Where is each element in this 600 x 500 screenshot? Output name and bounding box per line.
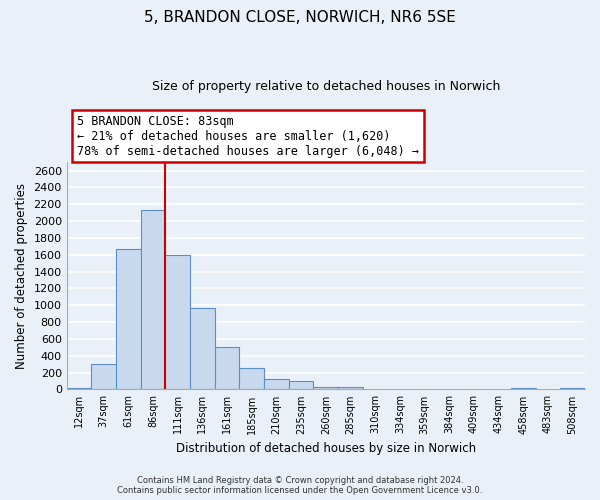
Bar	[560, 388, 585, 390]
Bar	[264, 380, 289, 390]
Bar	[116, 249, 141, 390]
Text: 5 BRANDON CLOSE: 83sqm
← 21% of detached houses are smaller (1,620)
78% of semi-: 5 BRANDON CLOSE: 83sqm ← 21% of detached…	[77, 114, 419, 158]
Bar	[166, 255, 190, 390]
Bar	[91, 364, 116, 390]
Bar	[313, 387, 338, 390]
Bar	[338, 387, 363, 390]
Bar	[239, 368, 264, 390]
Bar	[215, 346, 239, 390]
Bar	[141, 210, 166, 390]
Y-axis label: Number of detached properties: Number of detached properties	[15, 183, 28, 369]
Text: Contains HM Land Registry data © Crown copyright and database right 2024.
Contai: Contains HM Land Registry data © Crown c…	[118, 476, 482, 495]
Bar	[289, 382, 313, 390]
Bar	[511, 388, 536, 390]
X-axis label: Distribution of detached houses by size in Norwich: Distribution of detached houses by size …	[176, 442, 476, 455]
Title: Size of property relative to detached houses in Norwich: Size of property relative to detached ho…	[152, 80, 500, 93]
Bar	[190, 308, 215, 390]
Bar	[67, 388, 91, 390]
Text: 5, BRANDON CLOSE, NORWICH, NR6 5SE: 5, BRANDON CLOSE, NORWICH, NR6 5SE	[144, 10, 456, 25]
